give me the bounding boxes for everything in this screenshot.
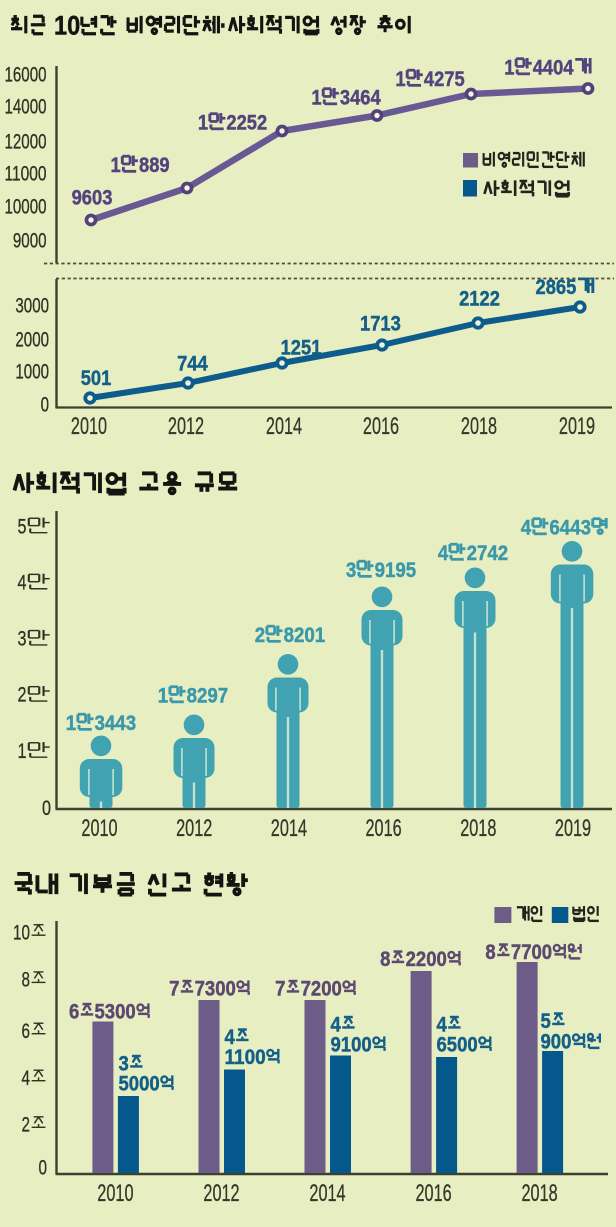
svg-text:6: 6 [22,1019,31,1043]
svg-text:10000: 10000 [5,195,47,219]
svg-text:10: 10 [13,920,30,944]
svg-text:1: 1 [66,712,77,735]
svg-text:4404: 4404 [533,57,574,80]
svg-text:10: 10 [47,11,80,41]
svg-text:2019: 2019 [555,815,591,842]
svg-text:744: 744 [177,353,208,376]
svg-text:6: 6 [69,1001,79,1024]
svg-text:5000: 5000 [119,1073,160,1096]
svg-text:2010: 2010 [97,1180,133,1207]
svg-text:1: 1 [504,57,514,80]
svg-text:1: 1 [18,739,27,763]
svg-text:7: 7 [275,978,285,1001]
svg-text:2018: 2018 [461,413,497,440]
svg-text:2014: 2014 [309,1180,345,1207]
svg-text:4: 4 [437,1014,448,1037]
svg-text:1713: 1713 [360,313,401,336]
svg-text:1251: 1251 [281,337,322,360]
svg-text:7: 7 [169,978,179,1001]
svg-text:2019: 2019 [559,413,595,440]
svg-text:2014: 2014 [271,815,307,842]
svg-text:2000: 2000 [15,328,49,352]
svg-text:1: 1 [198,112,208,135]
svg-text:8: 8 [485,941,496,964]
svg-text:4275: 4275 [424,68,465,91]
svg-text:2012: 2012 [203,1180,239,1207]
svg-text:3000: 3000 [15,294,49,318]
svg-text:2252: 2252 [226,112,267,135]
svg-text:12000: 12000 [5,130,47,154]
svg-text:2: 2 [22,1112,31,1136]
svg-text:7300: 7300 [195,978,236,1001]
svg-text:3: 3 [119,1053,129,1076]
svg-text:9000: 9000 [13,229,47,253]
svg-text:9100: 9100 [331,1034,372,1057]
svg-text:8: 8 [380,948,391,971]
svg-text:8297: 8297 [187,685,229,708]
svg-text:2122: 2122 [459,288,500,311]
svg-text:16000: 16000 [5,63,47,87]
svg-text:1000: 1000 [15,360,49,384]
svg-text:2014: 2014 [266,413,302,440]
svg-text:4: 4 [225,1026,236,1049]
svg-text:7200: 7200 [301,978,342,1001]
svg-text:1: 1 [111,154,121,177]
svg-text:889: 889 [139,154,170,177]
svg-text:0: 0 [41,393,49,417]
svg-text:2012: 2012 [176,815,212,842]
svg-text:1: 1 [158,685,169,708]
svg-text:1: 1 [311,87,321,110]
svg-text:3: 3 [346,559,356,582]
svg-text:3: 3 [18,627,27,651]
svg-text:2018: 2018 [522,1180,558,1207]
svg-text:14000: 14000 [5,95,47,119]
svg-text:4: 4 [331,1014,342,1037]
svg-text:2010: 2010 [71,413,107,440]
svg-text:4: 4 [521,517,532,540]
svg-text:501: 501 [81,367,112,390]
svg-text:8: 8 [22,968,31,992]
svg-text:5300: 5300 [95,1001,136,1024]
svg-text:2742: 2742 [467,542,509,565]
svg-text:6500: 6500 [437,1034,478,1057]
svg-text:4: 4 [18,570,27,594]
svg-text:5: 5 [18,514,27,538]
svg-text:2012: 2012 [168,413,204,440]
svg-text:4: 4 [22,1066,31,1090]
svg-text:1100: 1100 [225,1046,266,1069]
svg-text:7700: 7700 [511,941,552,964]
svg-text:3464: 3464 [340,87,381,110]
svg-text:6443: 6443 [549,517,591,540]
svg-text:2018: 2018 [460,815,496,842]
svg-text:11000: 11000 [5,162,47,186]
svg-text:2200: 2200 [406,948,447,971]
svg-text:1: 1 [395,68,405,91]
svg-text:0: 0 [39,1156,48,1180]
svg-text:2010: 2010 [81,815,117,842]
svg-text:2016: 2016 [366,815,402,842]
svg-text:9195: 9195 [375,559,417,582]
svg-text:8201: 8201 [284,624,326,647]
svg-text:2865: 2865 [536,276,577,299]
svg-text:·: · [220,11,227,41]
svg-text:0: 0 [42,796,51,820]
svg-text:9603: 9603 [72,187,113,210]
svg-text:2: 2 [18,683,27,707]
svg-text:3443: 3443 [95,712,137,735]
svg-text:2016: 2016 [416,1180,452,1207]
svg-text:2016: 2016 [363,413,399,440]
svg-text:2: 2 [255,624,265,647]
svg-text:4: 4 [438,542,449,565]
svg-text:900: 900 [541,1031,572,1054]
svg-text:5: 5 [541,1010,552,1033]
